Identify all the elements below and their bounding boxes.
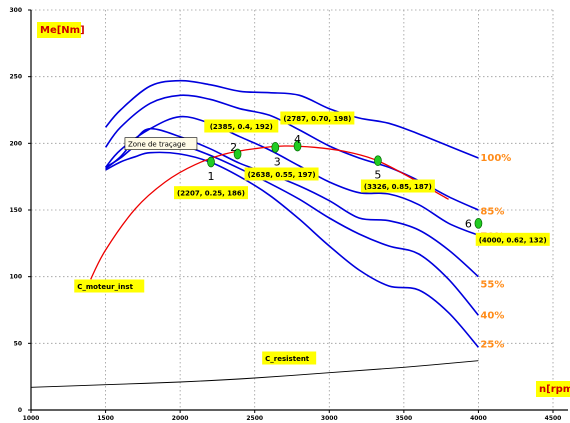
x-tick-label: 1000 [23,415,40,422]
x-axis-label: n[rpm] [539,384,570,395]
point-label: (2787, 0.70, 198) [283,115,351,123]
point-label-box [204,119,279,133]
zone-callout-label: Zone de traçage [128,141,186,149]
x-tick-label: 3000 [321,415,338,422]
x-tick-label: 3500 [396,415,413,422]
c-resistent-label: C_resistent [265,355,310,363]
operating-point-marker [474,217,483,229]
operating-point-marker [207,156,215,168]
throttle-curve-line [104,79,479,159]
throttle-curve-line [104,115,479,237]
point-label-group: (4000, 0.62, 132) [475,232,550,246]
point-label: (2207, 0.25, 186) [177,190,245,198]
x-tick-label: 4500 [545,415,562,422]
point-label-box [174,186,249,200]
operating-point-marker [293,140,302,152]
throttle-curve-line [105,151,480,348]
throttle-label: 40% [480,310,504,321]
x-tick-label: 2500 [246,415,263,422]
point-label: (3326, 0.85, 187) [364,183,432,191]
x-tick-label: 4000 [470,415,487,422]
y-tick-label: 250 [9,74,22,81]
throttle-curve-line [105,139,480,316]
y-tick-label: 50 [14,340,22,347]
c-moteur-inst-label-box [74,279,145,293]
x-tick-label: 2000 [172,415,189,422]
point-label-group: (2385, 0.4, 192) [204,119,279,133]
point-label: (2385, 0.4, 192) [210,123,273,131]
y-tick-label: 300 [9,7,22,14]
operating-point-marker [233,148,242,160]
c-resistent-label-group: C_resistent [262,351,317,365]
throttle-label: 25% [480,340,504,351]
point-label-box [244,167,319,181]
x-tick-label: 1500 [97,415,114,422]
throttle-label: 100% [480,153,511,164]
x-axis-label-group: n[rpm] [536,381,570,397]
operating-point-marker [271,141,280,153]
c-resistent-label-box [262,351,317,365]
point-number: 4 [294,133,301,146]
y-axis-label: Me[Nm] [40,25,85,36]
point-label-box [360,179,435,193]
point-label: (2638, 0.55, 197) [248,171,316,179]
point-label-group: (3326, 0.85, 187) [360,179,435,193]
throttle-curve-line [105,127,479,278]
point-label-group: (2638, 0.55, 197) [244,167,319,181]
point-number: 6 [465,217,472,230]
x-axis-label-box [536,381,570,397]
point-label-group: (2787, 0.70, 198) [280,111,355,125]
point-label-group: (2207, 0.25, 186) [174,186,249,200]
point-number: 5 [374,169,381,182]
c-moteur-inst-label: C_moteur_inst [77,283,133,291]
point-label: (4000, 0.62, 132) [479,236,547,244]
point-number: 2 [230,141,237,154]
point-number: 1 [208,170,215,183]
y-tick-label: 0 [18,407,22,414]
zone-callout-box [124,137,198,150]
throttle-label: 55% [480,280,504,291]
y-tick-label: 200 [9,140,22,147]
y-tick-label: 100 [9,274,22,281]
point-number: 3 [274,155,281,168]
throttle-label: 85% [480,206,504,217]
operating-point-marker [374,155,382,167]
c-resistent-line [30,360,479,388]
y-axis-label-box [37,22,81,38]
c-moteur-inst-label-group: C_moteur_inst [74,279,145,293]
c-moteur-inst-line [90,145,449,280]
point-label-box [280,111,355,125]
y-axis-label-group: Me[Nm] [37,22,85,38]
point-label-box [475,232,550,246]
y-tick-label: 150 [9,207,22,214]
